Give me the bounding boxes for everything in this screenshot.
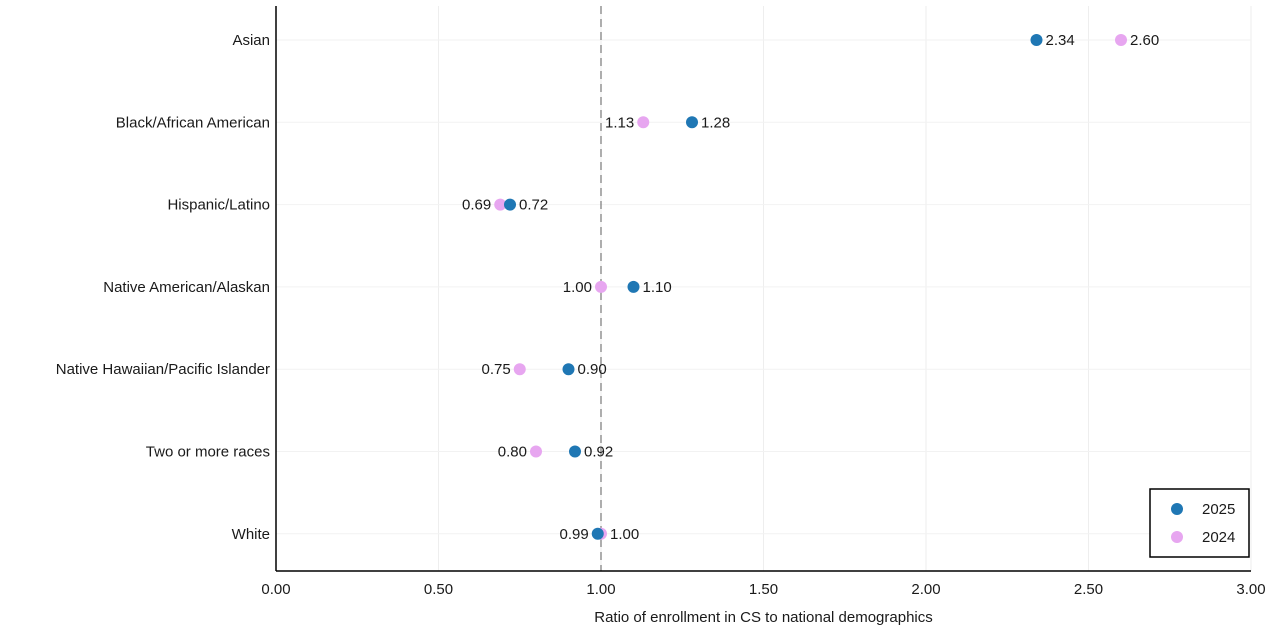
data-label-2024: 0.75 xyxy=(482,361,511,378)
data-point-2024 xyxy=(595,280,607,293)
data-label-2024: 0.69 xyxy=(462,197,491,214)
data-point-2025 xyxy=(627,280,640,293)
grid-lines xyxy=(275,6,1252,571)
data-point-2024 xyxy=(637,116,650,129)
data-label-2025: 0.99 xyxy=(560,526,589,543)
data-label-2025: 0.90 xyxy=(578,361,607,378)
data-point-2025 xyxy=(562,363,575,376)
data-label-2024: 0.80 xyxy=(498,444,527,461)
x-tick-label: 2.50 xyxy=(1074,581,1103,598)
data-point-2024 xyxy=(1115,34,1127,46)
x-tick-label: 2.00 xyxy=(911,581,940,598)
data-label-2024: 1.00 xyxy=(563,279,592,296)
x-tick-label: 1.00 xyxy=(586,581,615,598)
category-label: Hispanic/Latino xyxy=(167,197,270,214)
data-label-2024: 1.13 xyxy=(605,114,634,131)
data-label-2025: 1.28 xyxy=(701,114,730,131)
data-point-2025 xyxy=(686,116,698,129)
axes xyxy=(275,6,1251,572)
category-label: Asian xyxy=(232,32,270,49)
data-point-2025 xyxy=(1030,34,1043,46)
x-tick-label: 1.50 xyxy=(749,581,778,598)
data-label-2024: 2.60 xyxy=(1130,32,1159,49)
x-tick-labels: 0.00 0.50 1.00 1.50 2.00 2.50 3.00 xyxy=(261,581,1265,598)
category-label: Native American/Alaskan xyxy=(103,279,270,296)
category-labels: Asian Black/African American Hispanic/Lati… xyxy=(56,32,270,543)
data-label-2025: 1.10 xyxy=(643,279,672,296)
data-point-2025 xyxy=(591,527,604,540)
x-tick-label: 0.00 xyxy=(261,581,290,598)
x-tick-label: 3.00 xyxy=(1236,581,1265,598)
x-axis-title: Ratio of enrollment in CS to national de… xyxy=(594,609,933,626)
category-label: Native Hawaiian/Pacific Islander xyxy=(56,361,270,378)
category-label: White xyxy=(232,526,270,543)
legend-box xyxy=(1149,488,1250,558)
data-label-2025: 0.72 xyxy=(519,197,548,214)
category-label: Two or more races xyxy=(146,444,270,461)
data-label-2025: 0.92 xyxy=(584,444,613,461)
data-point-2024 xyxy=(530,445,542,458)
legend-label-2024: 2024 xyxy=(1202,529,1235,546)
legend-label-2025: 2025 xyxy=(1202,501,1235,518)
data-point-2024 xyxy=(494,198,507,211)
data-point-2025 xyxy=(504,198,516,211)
category-label: Black/African American xyxy=(116,114,270,131)
data-point-2025 xyxy=(569,445,581,458)
legend: 2025 2024 xyxy=(1149,488,1250,558)
legend-marker-2025 xyxy=(1171,503,1183,515)
x-tick-label: 0.50 xyxy=(424,581,453,598)
data-label-2025: 2.34 xyxy=(1046,32,1075,49)
data-points: 2.60 2.34 1.28 1.13 0.72 0.69 1.10 1.00 0.90 0.75… xyxy=(462,32,1159,543)
legend-marker-2024 xyxy=(1171,531,1183,543)
data-label-2024: 1.00 xyxy=(610,526,639,543)
data-point-2024 xyxy=(513,363,526,376)
